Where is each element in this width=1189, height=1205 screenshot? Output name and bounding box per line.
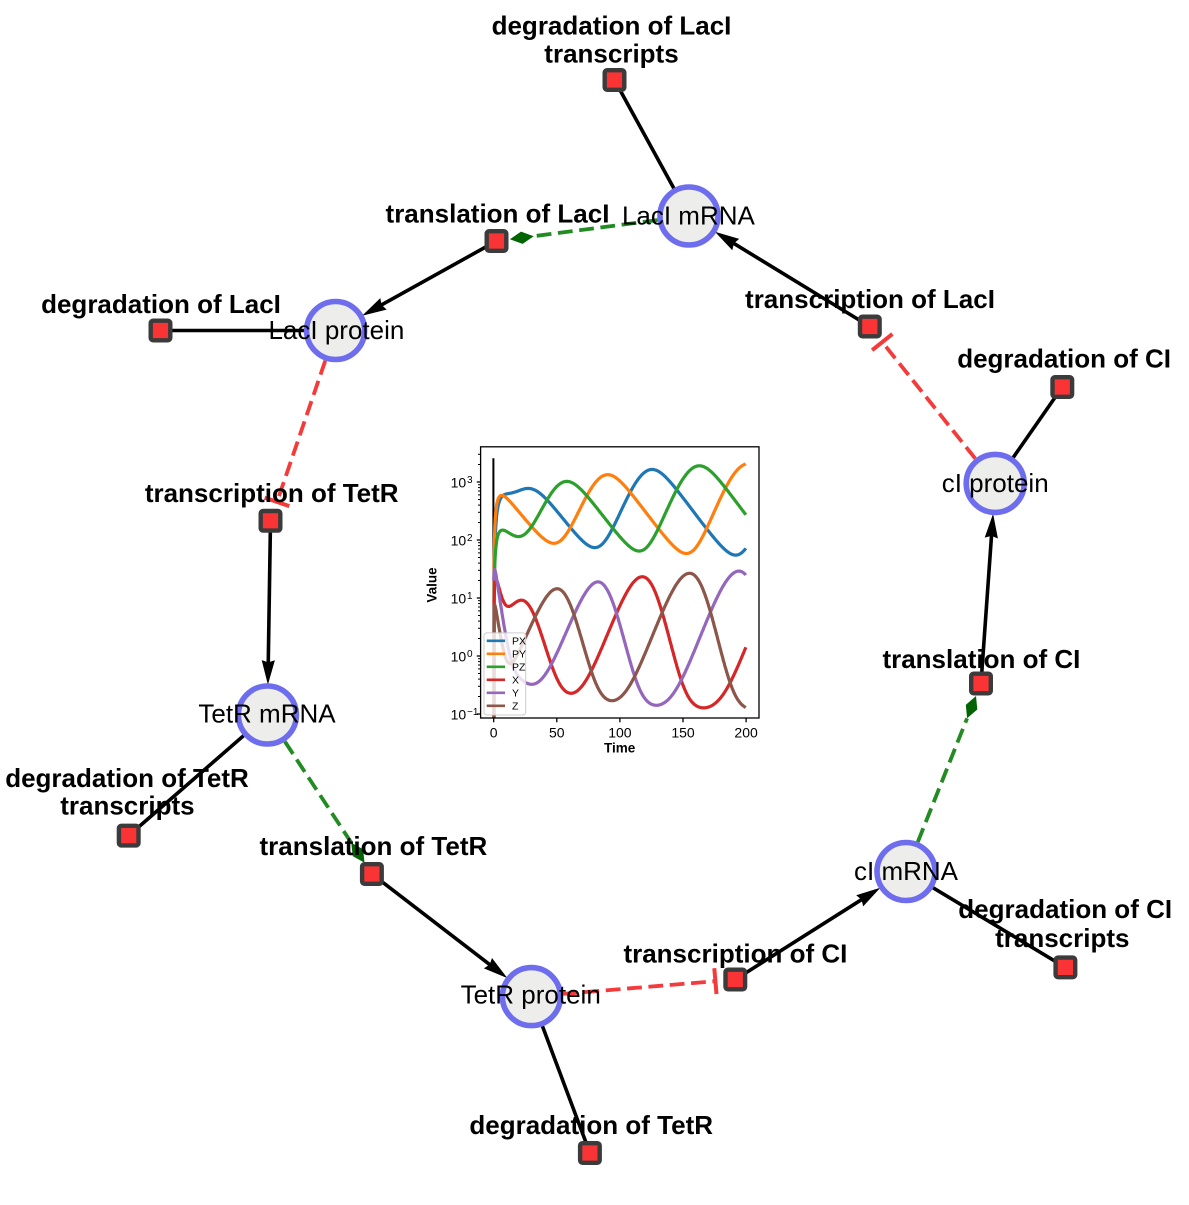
- svg-text:50: 50: [549, 724, 565, 740]
- svg-text:degradation of CI: degradation of CI: [957, 344, 1171, 374]
- svg-text:Time: Time: [604, 741, 636, 756]
- svg-text:translation of CI: translation of CI: [882, 644, 1080, 674]
- svg-text:transcripts: transcripts: [60, 791, 194, 821]
- svg-text:degradation of CI: degradation of CI: [958, 894, 1172, 924]
- svg-text:Z: Z: [512, 701, 519, 713]
- svg-text:0: 0: [490, 724, 498, 740]
- svg-text:translation of LacI: translation of LacI: [386, 199, 610, 229]
- svg-text:Value: Value: [424, 567, 439, 603]
- svg-text:TetR mRNA: TetR mRNA: [198, 699, 336, 729]
- svg-text:0: 0: [467, 649, 473, 660]
- svg-text:1: 1: [467, 591, 473, 602]
- svg-text:LacI mRNA: LacI mRNA: [622, 201, 756, 231]
- svg-text:cI mRNA: cI mRNA: [854, 856, 959, 886]
- svg-text:−1: −1: [467, 707, 479, 718]
- svg-text:LacI protein: LacI protein: [268, 315, 404, 345]
- svg-text:200: 200: [734, 724, 758, 740]
- svg-text:transcription of TetR: transcription of TetR: [145, 478, 399, 508]
- svg-text:10: 10: [451, 475, 467, 491]
- svg-text:10: 10: [451, 707, 467, 723]
- svg-text:X: X: [512, 675, 519, 687]
- svg-text:PZ: PZ: [512, 662, 526, 674]
- svg-text:degradation of LacI: degradation of LacI: [41, 289, 281, 319]
- svg-text:transcription of CI: transcription of CI: [623, 939, 847, 969]
- svg-text:3: 3: [467, 475, 473, 486]
- svg-text:100: 100: [608, 724, 632, 740]
- svg-text:transcripts: transcripts: [544, 39, 678, 69]
- svg-text:TetR protein: TetR protein: [461, 980, 601, 1010]
- svg-text:2: 2: [467, 533, 473, 544]
- svg-text:degradation of TetR: degradation of TetR: [469, 1110, 713, 1140]
- svg-text:10: 10: [451, 649, 467, 665]
- svg-text:cI protein: cI protein: [942, 468, 1049, 498]
- svg-text:PY: PY: [512, 649, 526, 661]
- svg-text:PX: PX: [512, 636, 526, 648]
- svg-text:transcription of LacI: transcription of LacI: [745, 284, 995, 314]
- svg-text:Y: Y: [512, 688, 519, 700]
- svg-text:degradation of LacI: degradation of LacI: [492, 11, 732, 41]
- svg-text:translation of TetR: translation of TetR: [260, 831, 488, 861]
- svg-text:10: 10: [451, 591, 467, 607]
- svg-text:degradation of TetR: degradation of TetR: [5, 763, 249, 793]
- svg-text:10: 10: [451, 533, 467, 549]
- svg-text:150: 150: [671, 724, 695, 740]
- svg-text:transcripts: transcripts: [995, 923, 1129, 953]
